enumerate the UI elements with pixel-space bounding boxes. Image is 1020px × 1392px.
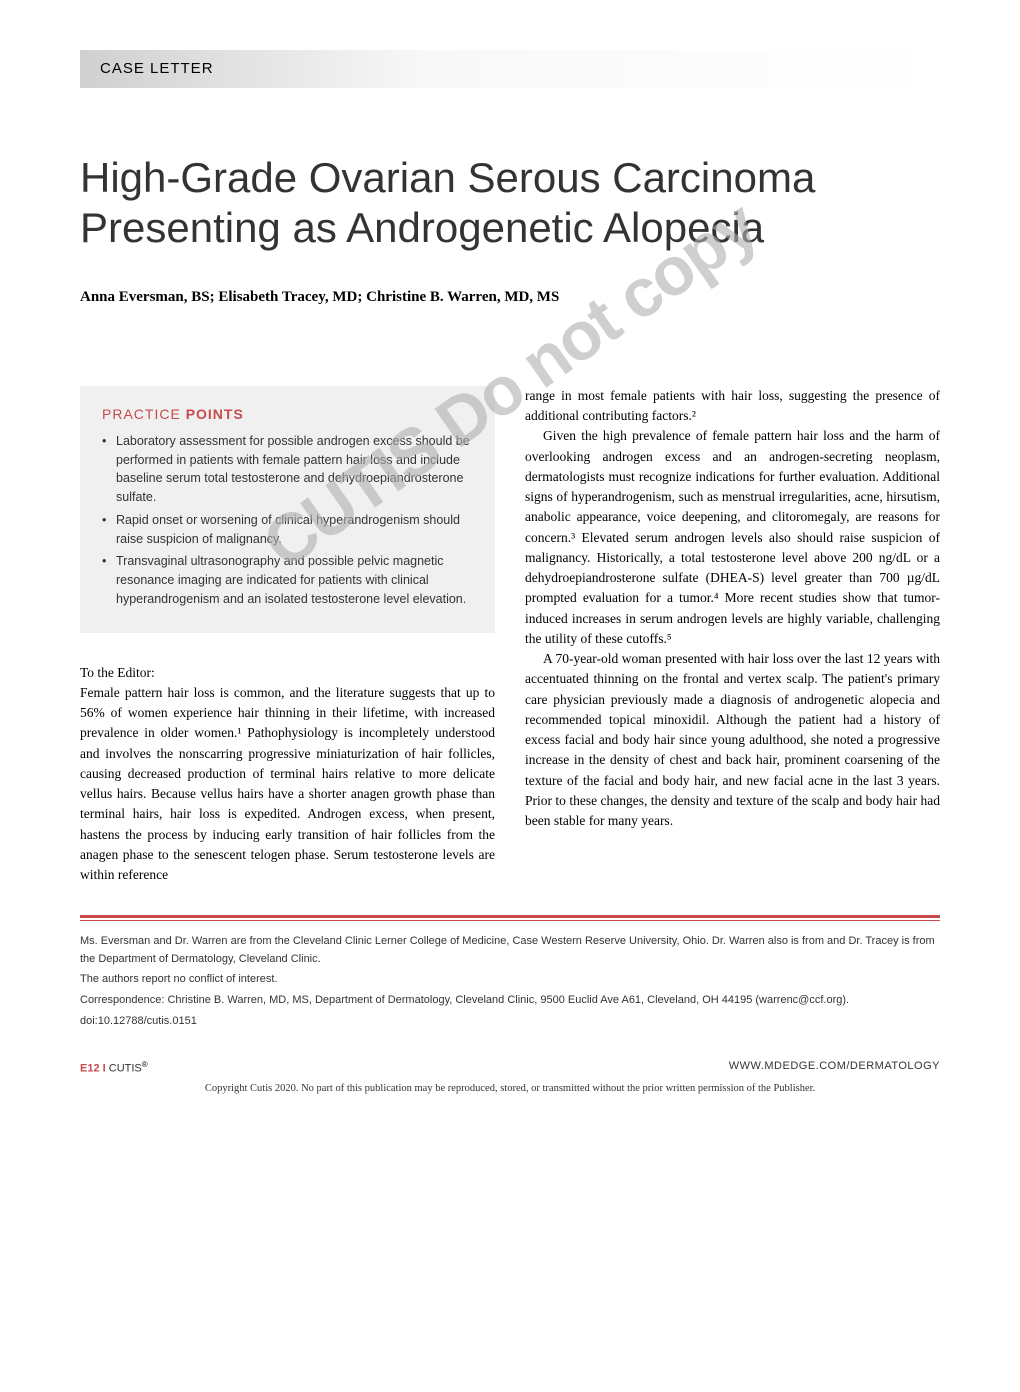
page-separator: I xyxy=(103,1063,106,1075)
body-paragraph: range in most female patients with hair … xyxy=(525,386,940,427)
practice-point-item: Laboratory assessment for possible andro… xyxy=(102,432,473,507)
website-url: WWW.MDEDGE.COM/DERMATOLOGY xyxy=(729,1060,940,1075)
practice-points-title: PRACTICE POINTS xyxy=(102,406,473,422)
journal-name: CUTIS xyxy=(109,1063,142,1075)
practice-point-item: Transvaginal ultrasonography and possibl… xyxy=(102,552,473,608)
practice-points-box: PRACTICE POINTS Laboratory assessment fo… xyxy=(80,386,495,633)
page-footer: E12 I CUTIS® WWW.MDEDGE.COM/DERMATOLOGY xyxy=(80,1060,940,1075)
footer-divider xyxy=(80,915,940,921)
affiliation-text: Ms. Eversman and Dr. Warren are from the… xyxy=(80,933,940,968)
body-text-right: range in most female patients with hair … xyxy=(525,386,940,832)
practice-point-item: Rapid onset or worsening of clinical hyp… xyxy=(102,511,473,549)
left-column: PRACTICE POINTS Laboratory assessment fo… xyxy=(80,386,495,886)
footer-block: Ms. Eversman and Dr. Warren are from the… xyxy=(80,933,940,1030)
article-title: High-Grade Ovarian Serous Carcinoma Pres… xyxy=(80,153,940,254)
conflict-text: The authors report no conflict of intere… xyxy=(80,971,940,989)
body-text-left: To the Editor: Female pattern hair loss … xyxy=(80,663,495,886)
section-header: CASE LETTER xyxy=(80,50,940,88)
page-footer-left: E12 I CUTIS® xyxy=(80,1060,148,1075)
body-paragraph: A 70-year-old woman presented with hair … xyxy=(525,649,940,831)
practice-title-word1: PRACTICE xyxy=(102,406,181,422)
practice-points-list: Laboratory assessment for possible andro… xyxy=(102,432,473,609)
registered-mark: ® xyxy=(142,1060,148,1069)
salutation: To the Editor: xyxy=(80,663,495,683)
page-number: E12 xyxy=(80,1063,100,1075)
body-paragraph: Female pattern hair loss is common, and … xyxy=(80,683,495,886)
right-column: range in most female patients with hair … xyxy=(525,386,940,886)
section-label: CASE LETTER xyxy=(100,60,214,77)
body-columns: PRACTICE POINTS Laboratory assessment fo… xyxy=(80,386,940,886)
copyright-text: Copyright Cutis 2020. No part of this pu… xyxy=(80,1083,940,1094)
body-paragraph: Given the high prevalence of female patt… xyxy=(525,426,940,649)
doi-text: doi:10.12788/cutis.0151 xyxy=(80,1013,940,1031)
practice-title-word2: POINTS xyxy=(186,406,244,422)
authors-line: Anna Eversman, BS; Elisabeth Tracey, MD;… xyxy=(80,289,940,306)
correspondence-text: Correspondence: Christine B. Warren, MD,… xyxy=(80,992,940,1010)
